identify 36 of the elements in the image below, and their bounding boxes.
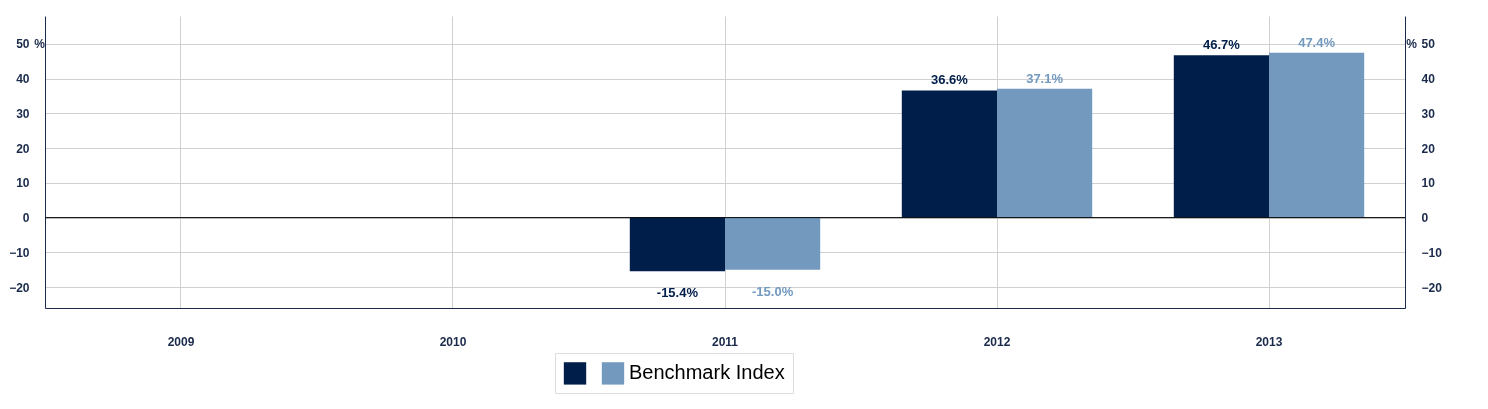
- x-tick-label: 2013: [1255, 334, 1283, 349]
- y-axis-title: %: [34, 37, 46, 52]
- y-tick-label: 40: [16, 72, 30, 87]
- data-label: 47.4%: [1298, 34, 1336, 50]
- x-tick-label: 2009: [167, 334, 195, 349]
- y2-tick-label: 20: [1421, 141, 1436, 156]
- x-tick-label: 2011: [711, 334, 739, 349]
- y2-tick-label: −10: [1421, 245, 1443, 260]
- bar: [901, 90, 997, 218]
- data-label: 37.1%: [1026, 70, 1064, 86]
- x-tick-label: 2012: [983, 334, 1011, 349]
- legend-label: Benchmark Index: [629, 361, 785, 384]
- y2-tick-label: 40: [1421, 72, 1436, 87]
- bar: [629, 217, 725, 272]
- bar: [725, 217, 821, 270]
- bar: [997, 88, 1093, 218]
- y2-tick-label: −20: [1421, 280, 1443, 295]
- x-tick-label: 2010: [439, 334, 467, 349]
- y-tick-label: 20: [16, 141, 30, 156]
- bar: [1269, 52, 1365, 218]
- y-tick-label: 0: [22, 211, 30, 226]
- y-tick-label: 30: [16, 106, 30, 121]
- y-tick-label: 10: [16, 176, 30, 191]
- y2-tick-label: 50: [1421, 37, 1436, 52]
- y2-tick-label: 30: [1421, 106, 1436, 121]
- y-tick-label: 50: [16, 37, 30, 52]
- y-tick-label: −10: [9, 245, 30, 260]
- data-label: 46.7%: [1202, 37, 1241, 53]
- y-tick-label: −20: [9, 280, 30, 295]
- data-label: -15.4%: [656, 285, 699, 301]
- data-label: -15.0%: [752, 283, 794, 299]
- y2-tick-label: 0: [1421, 211, 1429, 226]
- y2-tick-label: 10: [1421, 176, 1436, 191]
- y2-axis-title: %: [1406, 37, 1418, 52]
- bar: [1173, 55, 1269, 218]
- data-label: 36.6%: [930, 72, 969, 88]
